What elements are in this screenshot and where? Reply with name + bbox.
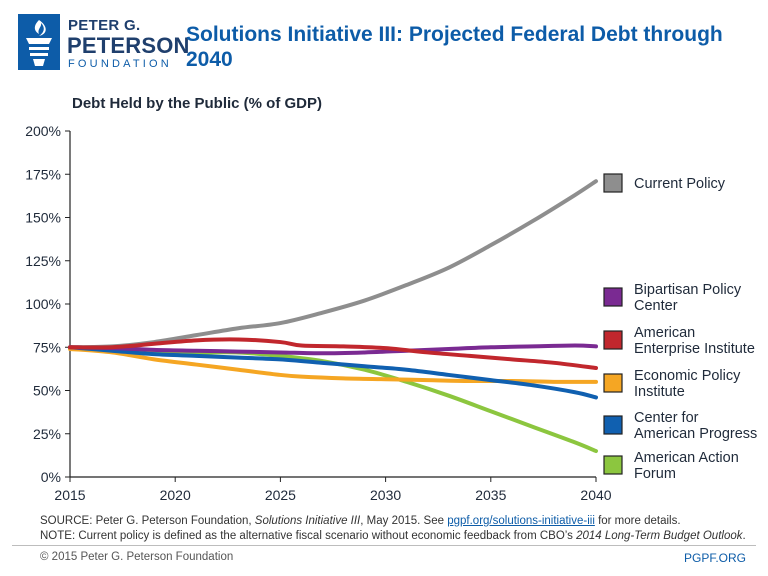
logo-line-3: FOUNDATION [68,58,172,70]
legend-swatch-american-action-forum [603,455,623,475]
chart-series [68,179,598,454]
chart-axes [69,131,596,478]
note-italic: 2014 Long-Term Budget Outlook [576,530,743,542]
y-tick-label: 50% [33,383,61,399]
series-line-center-for-american-progress [68,345,598,400]
legend-swatch-current-policy [603,173,623,193]
legend-label-center-for-american-progress: American Progress [634,426,757,442]
legend-label-current-policy: Current Policy [634,176,726,192]
y-tick-label: 150% [25,210,61,226]
source-suffix: for more details. [594,515,681,527]
x-tick-label: 2025 [265,487,296,503]
logo-line-1: PETER G. [68,17,141,34]
x-tick-label: 2040 [580,487,611,503]
source-italic: Solutions Initiative III [254,515,361,527]
source-note: SOURCE: Peter G. Peterson Foundation, So… [40,515,681,527]
legend-label-american-enterprise-institute: Enterprise Institute [634,341,755,357]
note-suffix: . [742,530,746,542]
y-tick-label: 0% [41,469,61,485]
logo-line-2: PETERSON [67,33,190,58]
x-tick-label: 2030 [370,487,401,503]
legend-swatch-economic-policy-institute [603,373,623,393]
source-mid: , May 2015. See [360,515,448,527]
pgpf-logo: PETER G. PETERSON FOUNDATION [18,14,189,76]
x-tick-label: 2035 [475,487,506,503]
legend-label-economic-policy-institute: Economic Policy [634,368,741,384]
legend-swatch-center-for-american-progress [603,415,623,435]
chart-ticks: 0% 25% 50% 75% 100% 125% 150% 175% 200% 2015 2020 2… [25,123,612,503]
copyright: © 2015 Peter G. Peterson Foundation [40,551,234,563]
legend-swatch-american-enterprise-institute [603,330,623,350]
y-axis-label: Debt Held by the Public (% of GDP) [72,95,323,112]
source-link[interactable]: pgpf.org/solutions-initiative-iii [447,515,595,527]
legend-label-economic-policy-institute: Institute [634,384,685,400]
torch-logo-mark [18,14,60,70]
y-tick-label: 175% [25,166,61,182]
y-tick-label: 125% [25,253,61,269]
legend-swatch-bipartisan-policy-center [603,287,623,307]
y-tick-label: 25% [33,426,61,442]
legend-label-american-action-forum: American Action [634,450,739,466]
legend-label-american-enterprise-institute: American [634,325,695,341]
source-prefix: SOURCE: Peter G. Peterson Foundation, [40,515,255,527]
series-line-american-enterprise-institute [68,337,598,371]
site-link[interactable]: PGPF.ORG [683,551,746,565]
legend-label-american-action-forum: Forum [634,466,676,482]
legend-label-bipartisan-policy-center: Bipartisan Policy [634,282,742,298]
legend-label-center-for-american-progress: Center for [634,410,699,426]
x-tick-label: 2020 [160,487,191,503]
chart-title: Solutions Initiative III: Projected Fede… [186,23,723,71]
series-line-bipartisan-policy-center [68,343,598,356]
series-line-current-policy [68,179,598,350]
footnote: NOTE: Current policy is defined as the a… [40,530,746,542]
legend-label-bipartisan-policy-center: Center [634,298,678,314]
y-tick-label: 75% [33,339,61,355]
y-tick-label: 200% [25,123,61,139]
footer-divider [12,545,756,546]
note-prefix: NOTE: Current policy is defined as the a… [40,530,577,542]
y-tick-label: 100% [25,296,61,312]
x-tick-label: 2015 [54,487,85,503]
